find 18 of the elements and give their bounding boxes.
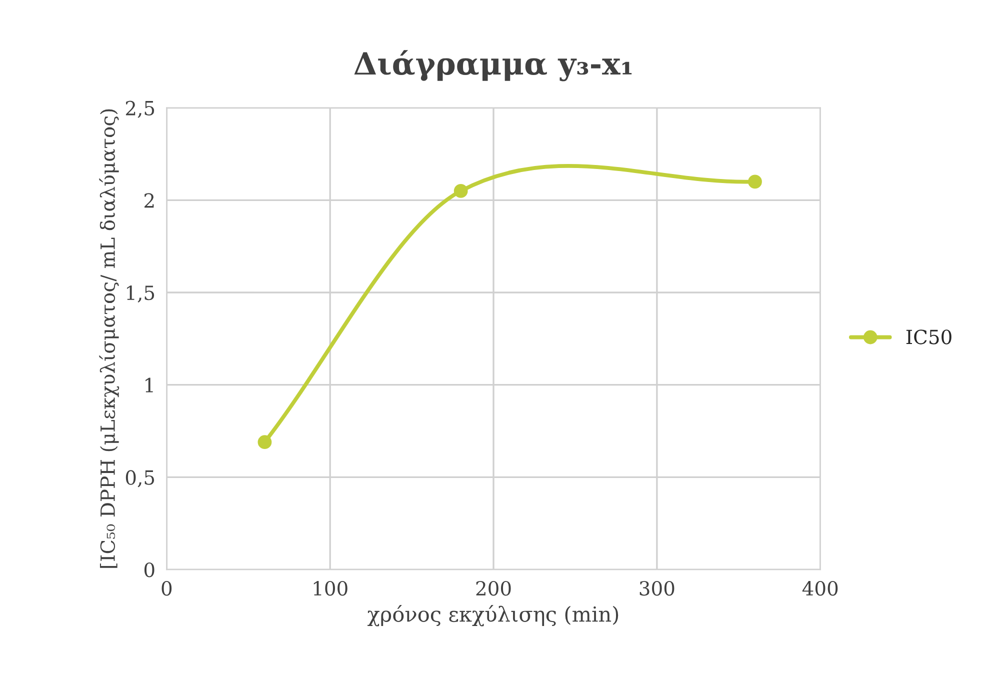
- y-tick-label: 0: [144, 562, 154, 578]
- x-tick-label: 100: [314, 580, 348, 596]
- legend-label: IC50: [906, 330, 952, 344]
- point: [258, 435, 272, 450]
- x-tick-label: 400: [802, 580, 838, 596]
- x-axis-title: χρόνος εκχύλισης (min): [368, 605, 618, 626]
- point: [454, 184, 468, 198]
- chart-title: Διάγραμμα y₃-x₁: [354, 50, 632, 82]
- y-tick-label: 1: [146, 378, 153, 392]
- y-tick-label: 1,5: [127, 285, 154, 303]
- y-tick-label: 0,5: [126, 470, 154, 488]
- x-tick-label: 300: [640, 580, 674, 596]
- x-tick-label: 200: [476, 580, 511, 596]
- y-tick-label: 2: [144, 193, 154, 208]
- y-axis-title: [IC₅₀ DPPH (μLεκχυλίσματος/ mL διαλύματος): [99, 109, 120, 568]
- x-tick-label: 0: [162, 580, 172, 596]
- point: [748, 174, 762, 189]
- y-tick-label: 2,5: [126, 100, 154, 118]
